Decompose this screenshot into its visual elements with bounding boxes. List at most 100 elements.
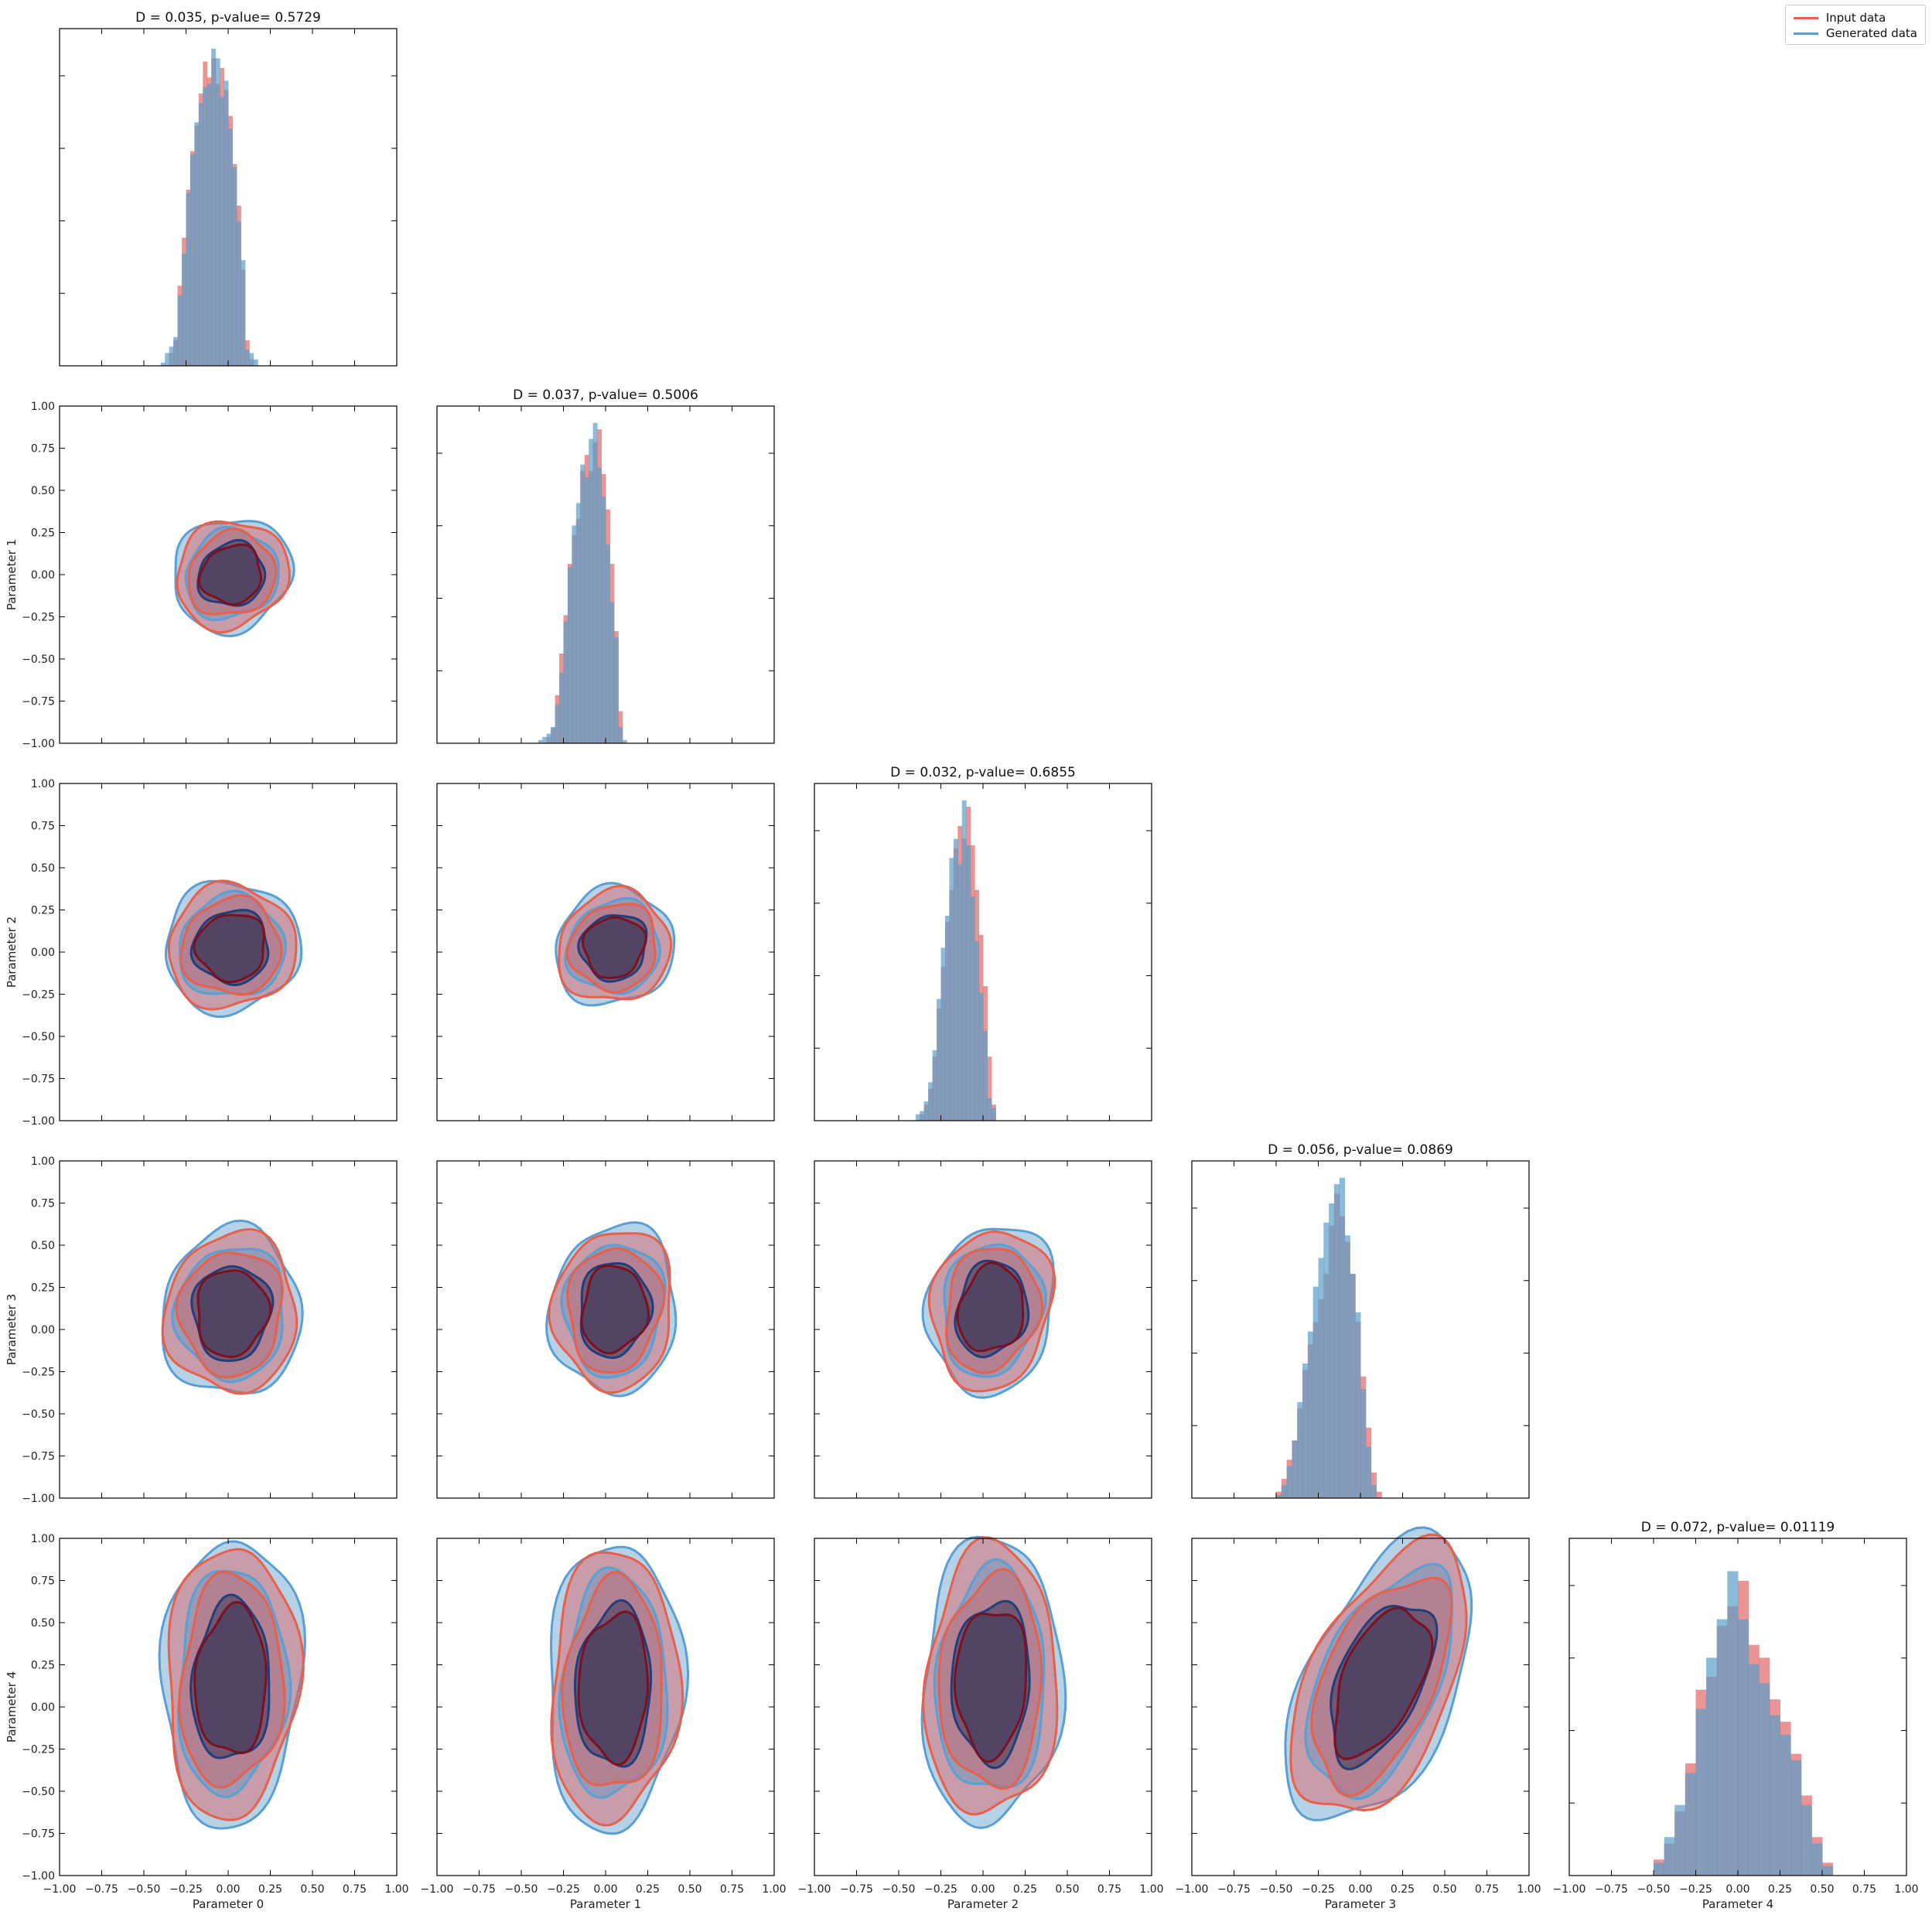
hist-bar-generated	[932, 1050, 937, 1121]
hist-bar-generated	[1339, 1177, 1346, 1498]
hist-bar-generated	[1344, 1235, 1350, 1498]
hist-bar-generated	[160, 362, 166, 366]
y-tick-label: 0.00	[31, 947, 55, 959]
y-tick-label: −0.25	[22, 612, 55, 624]
y-tick-label: −0.75	[22, 1074, 55, 1086]
x-tick-label: 0.00	[593, 1883, 617, 1896]
legend-label-input: Input data	[1825, 11, 1886, 25]
legend-label-generated: Generated data	[1825, 26, 1917, 40]
contour-panel-3-1	[545, 1220, 678, 1398]
y-tick-label: −0.50	[22, 1786, 55, 1798]
x-tick-label: 1.00	[1517, 1883, 1541, 1896]
hist-bar-generated	[203, 87, 208, 367]
ticks-3-1	[436, 1160, 775, 1499]
hist-bar-generated	[975, 941, 980, 1121]
contour-panel-3-0	[161, 1219, 304, 1395]
hist-bar-generated	[622, 739, 627, 743]
y-tick-label: 0.50	[31, 1240, 55, 1252]
hist-bar-generated	[944, 915, 950, 1121]
y-tick-label: −0.25	[22, 1367, 55, 1379]
hist-bar-generated	[1365, 1446, 1372, 1498]
hist-bar-generated	[1323, 1222, 1330, 1498]
x-tick-label: 1.00	[1894, 1883, 1918, 1896]
hist-bar-generated	[546, 733, 551, 743]
contour-input-5	[577, 1610, 650, 1766]
x-tick-label: 0.50	[300, 1883, 324, 1896]
hist-bar-generated	[572, 525, 577, 743]
hist-bar-generated	[1292, 1440, 1298, 1498]
contour-input-5	[198, 543, 263, 606]
hist-bar-generated	[244, 350, 250, 366]
hist-bar-generated	[597, 467, 602, 743]
panel-title-3: D = 0.056, p-value= 0.0869	[1268, 1142, 1453, 1158]
contour-input-5	[196, 1269, 272, 1358]
contour-panel-2-1	[555, 882, 676, 1007]
hist-ticks-2	[814, 783, 1152, 1121]
x-tick-label: −1.00	[798, 1883, 831, 1896]
hist-panel-1	[538, 422, 627, 743]
hist-bar-generated	[1312, 1286, 1319, 1498]
x-tick-label: −0.50	[882, 1883, 916, 1896]
hist-bar-generated	[177, 295, 183, 366]
x-tick-label: 1.00	[762, 1883, 786, 1896]
x-tick-label: −0.25	[547, 1883, 580, 1896]
panel-title-4: D = 0.072, p-value= 0.01119	[1641, 1520, 1835, 1535]
hist-bar-generated	[1318, 1258, 1324, 1498]
ticks-4-0	[59, 1538, 398, 1876]
hist-bar-input	[1376, 1491, 1382, 1498]
hist-bar-generated	[563, 621, 568, 743]
ticks-2-1	[436, 783, 775, 1121]
hist-bar-input	[987, 1056, 992, 1121]
hist-ticks-3	[1191, 1161, 1530, 1498]
x-tick-label: −1.00	[43, 1883, 77, 1896]
x-tick-label: 0.75	[343, 1883, 367, 1896]
hist-bar-generated	[198, 103, 203, 366]
hist-bar-generated	[940, 947, 946, 1121]
hist-bar-generated	[542, 736, 548, 743]
hist-bar-generated	[1302, 1364, 1309, 1498]
y-axis-label-1: Parameter 1	[5, 539, 19, 610]
x-tick-label: 0.75	[720, 1883, 744, 1896]
x-axis-label-3: Parameter 3	[1325, 1897, 1396, 1911]
legend-swatch-input	[1793, 16, 1818, 19]
y-tick-label: −0.75	[22, 696, 55, 708]
y-tick-label: −0.50	[22, 654, 55, 666]
hist-bar-generated	[1286, 1466, 1292, 1498]
x-tick-label: 0.50	[1432, 1883, 1456, 1896]
x-tick-label: 0.25	[1768, 1883, 1792, 1896]
y-tick-label: −1.00	[22, 1493, 55, 1505]
panel-title-1: D = 0.037, p-value= 0.5006	[513, 387, 698, 403]
hist-bar-generated	[1355, 1312, 1361, 1498]
x-tick-label: −0.75	[463, 1883, 496, 1896]
y-tick-label: 1.00	[31, 778, 55, 790]
hist-bar-generated	[1276, 1494, 1282, 1498]
hist-bar-generated	[249, 353, 254, 366]
legend-swatch-generated	[1793, 32, 1818, 35]
hist-bar-generated	[937, 998, 941, 1121]
hist-ticks-0	[59, 29, 398, 366]
hist-bar-generated	[1780, 1734, 1791, 1876]
hist-bar-generated	[580, 464, 585, 743]
x-tick-label: −0.50	[1637, 1883, 1671, 1896]
hist-bar-generated	[1281, 1485, 1288, 1498]
ticks-3-0	[59, 1160, 398, 1499]
contour-panel-4-1	[550, 1545, 690, 1835]
hist-bar-generated	[1685, 1773, 1696, 1876]
ticks-4-2	[814, 1538, 1152, 1876]
contour-panel-4-3	[1284, 1526, 1473, 1821]
hist-bar-generated	[567, 567, 572, 743]
y-tick-label: −0.50	[22, 1408, 55, 1421]
hist-bar-generated	[609, 602, 615, 743]
hist-ticks-4	[1568, 1538, 1907, 1876]
hist-bar-generated	[1801, 1804, 1812, 1876]
x-tick-label: 0.50	[1055, 1883, 1079, 1896]
panel-title-2: D = 0.032, p-value= 0.6855	[890, 765, 1076, 780]
ticks-4-3	[1191, 1538, 1530, 1876]
hist-bar-generated	[169, 346, 174, 366]
hist-bar-generated	[613, 637, 619, 743]
hist-bar-generated	[207, 84, 212, 366]
hist-bar-generated	[923, 1101, 929, 1121]
hist-bar-generated	[957, 864, 963, 1121]
hist-bar-generated	[928, 1082, 934, 1121]
